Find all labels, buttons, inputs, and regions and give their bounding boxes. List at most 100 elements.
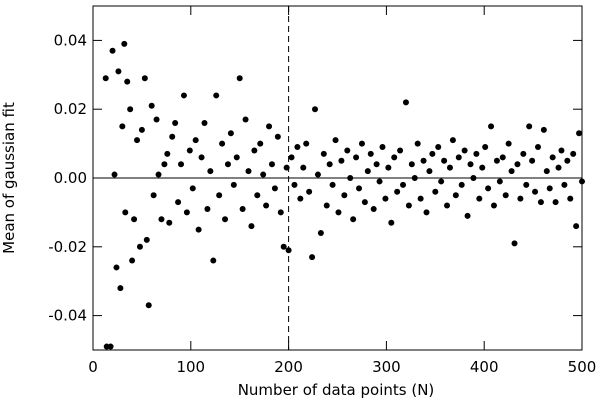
data-point xyxy=(464,212,471,219)
data-point xyxy=(266,123,273,130)
data-point xyxy=(555,164,562,171)
data-point xyxy=(520,150,527,157)
data-point xyxy=(388,219,395,226)
data-point xyxy=(449,137,456,144)
data-point xyxy=(543,168,550,175)
data-point xyxy=(251,147,258,154)
data-point xyxy=(186,147,193,154)
data-point xyxy=(344,147,351,154)
data-point xyxy=(248,223,255,230)
data-point xyxy=(314,171,321,178)
data-point xyxy=(508,168,515,175)
data-point xyxy=(479,164,486,171)
data-point xyxy=(164,150,171,157)
data-point xyxy=(113,264,120,271)
data-point xyxy=(467,161,474,168)
data-point xyxy=(546,185,553,192)
data-point xyxy=(476,195,483,202)
data-point xyxy=(523,181,530,188)
data-point xyxy=(306,188,313,195)
data-point xyxy=(277,209,284,216)
data-point xyxy=(537,199,544,206)
data-point xyxy=(356,185,363,192)
data-point xyxy=(122,209,129,216)
data-point xyxy=(294,144,301,151)
data-point xyxy=(329,181,336,188)
data-point xyxy=(435,144,442,151)
data-point xyxy=(420,157,427,164)
data-point xyxy=(192,137,199,144)
data-point xyxy=(138,126,145,133)
data-point xyxy=(353,154,360,161)
data-point xyxy=(441,157,448,164)
x-tick-label: 100 xyxy=(176,358,205,376)
x-tick-label: 500 xyxy=(568,358,597,376)
data-point xyxy=(274,133,281,140)
data-point xyxy=(332,137,339,144)
x-tick-label: 400 xyxy=(470,358,499,376)
data-point xyxy=(452,192,459,199)
data-point xyxy=(485,185,492,192)
data-point xyxy=(326,161,333,168)
data-point xyxy=(175,199,182,206)
data-point xyxy=(414,140,421,147)
data-point xyxy=(189,185,196,192)
data-point xyxy=(350,216,357,223)
data-point xyxy=(166,219,173,226)
data-point xyxy=(271,185,278,192)
data-point xyxy=(502,192,509,199)
data-point xyxy=(119,123,126,130)
data-point xyxy=(561,181,568,188)
data-point xyxy=(323,202,330,209)
data-point xyxy=(496,178,503,185)
data-point xyxy=(227,130,234,137)
data-point xyxy=(364,168,371,175)
data-point xyxy=(263,202,270,209)
data-point xyxy=(370,205,377,212)
y-tick-label: -0.02 xyxy=(48,238,87,256)
data-point xyxy=(455,154,462,161)
data-point xyxy=(432,188,439,195)
data-point xyxy=(526,123,533,130)
data-point xyxy=(207,168,214,175)
data-point xyxy=(129,257,136,264)
data-point xyxy=(303,140,310,147)
data-point xyxy=(532,188,539,195)
data-point xyxy=(317,230,324,237)
data-point xyxy=(204,205,211,212)
data-point xyxy=(145,302,152,309)
data-point xyxy=(397,147,404,154)
y-tick-label: 0.04 xyxy=(54,31,87,49)
data-point xyxy=(309,254,316,261)
data-point xyxy=(111,171,118,178)
data-point xyxy=(552,199,559,206)
x-tick-label: 300 xyxy=(372,358,401,376)
data-point xyxy=(320,150,327,157)
data-point xyxy=(429,150,436,157)
data-point xyxy=(444,202,451,209)
data-point xyxy=(373,161,380,168)
data-point xyxy=(239,205,246,212)
data-point xyxy=(511,240,518,247)
data-point xyxy=(499,154,506,161)
data-point xyxy=(300,164,307,171)
data-point xyxy=(517,195,524,202)
data-point xyxy=(367,150,374,157)
data-point xyxy=(153,116,160,123)
data-point xyxy=(534,144,541,151)
data-point xyxy=(411,175,418,181)
data-point xyxy=(280,243,287,250)
data-point xyxy=(121,40,128,47)
data-point xyxy=(283,164,290,171)
y-tick-label: 0.02 xyxy=(54,100,87,118)
data-point xyxy=(505,140,512,147)
data-point xyxy=(482,144,489,151)
data-point xyxy=(210,257,217,264)
data-point xyxy=(408,161,415,168)
data-point xyxy=(579,178,585,185)
data-point xyxy=(540,126,547,133)
data-point xyxy=(426,168,433,175)
data-point xyxy=(385,164,392,171)
data-point xyxy=(260,171,267,178)
